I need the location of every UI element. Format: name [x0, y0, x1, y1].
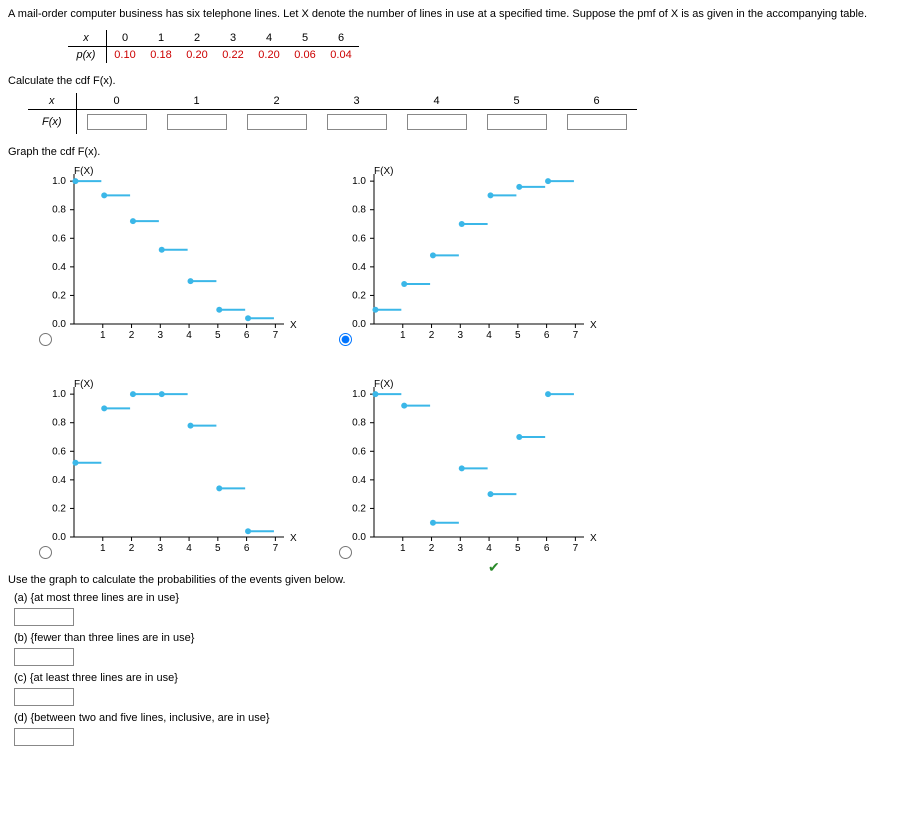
svg-text:0.0: 0.0 — [352, 532, 366, 543]
question-d: (d) {between two and five lines, inclusi… — [14, 712, 270, 724]
svg-text:1: 1 — [400, 330, 406, 341]
svg-text:3: 3 — [458, 543, 464, 554]
svg-text:1.0: 1.0 — [352, 176, 366, 187]
svg-text:0.6: 0.6 — [52, 233, 66, 244]
svg-text:1.0: 1.0 — [52, 389, 66, 400]
svg-text:5: 5 — [215, 330, 221, 341]
question-b: (b) {fewer than three lines are in use} — [14, 632, 194, 644]
svg-text:0.8: 0.8 — [52, 418, 66, 429]
svg-text:0.2: 0.2 — [52, 290, 66, 301]
select-chart-d[interactable] — [339, 546, 352, 559]
svg-text:4: 4 — [186, 330, 192, 341]
svg-text:0.4: 0.4 — [52, 262, 66, 273]
svg-text:X: X — [290, 320, 297, 331]
svg-text:5: 5 — [515, 330, 521, 341]
svg-text:3: 3 — [158, 330, 164, 341]
cdf-input-2[interactable] — [247, 114, 307, 130]
problem-intro: A mail-order computer business has six t… — [8, 8, 889, 20]
svg-text:7: 7 — [573, 543, 579, 554]
svg-text:4: 4 — [186, 543, 192, 554]
cdf-input-0[interactable] — [87, 114, 147, 130]
svg-text:X: X — [590, 320, 597, 331]
svg-text:1: 1 — [100, 330, 106, 341]
svg-text:0.2: 0.2 — [352, 290, 366, 301]
svg-text:2: 2 — [429, 543, 435, 554]
svg-text:6: 6 — [544, 543, 550, 554]
answer-b-input[interactable] — [14, 648, 74, 666]
svg-text:2: 2 — [129, 330, 135, 341]
answer-c-input[interactable] — [14, 688, 74, 706]
svg-text:5: 5 — [215, 543, 221, 554]
svg-text:0.8: 0.8 — [352, 205, 366, 216]
checkmark-icon: ✔ — [488, 559, 500, 576]
svg-text:7: 7 — [273, 543, 279, 554]
svg-text:2: 2 — [429, 330, 435, 341]
svg-text:0.2: 0.2 — [352, 503, 366, 514]
question-c: (c) {at least three lines are in use} — [14, 672, 178, 684]
select-chart-b[interactable] — [339, 333, 352, 346]
pmf-p-label: p(x) — [68, 47, 107, 64]
svg-text:0.6: 0.6 — [352, 233, 366, 244]
select-chart-c[interactable] — [39, 546, 52, 559]
svg-text:1: 1 — [100, 543, 106, 554]
cdf-input-1[interactable] — [167, 114, 227, 130]
svg-text:F(X): F(X) — [74, 166, 93, 177]
select-chart-a[interactable] — [39, 333, 52, 346]
svg-text:0.8: 0.8 — [52, 205, 66, 216]
cdf-input-3[interactable] — [327, 114, 387, 130]
svg-text:3: 3 — [458, 330, 464, 341]
svg-text:4: 4 — [486, 543, 492, 554]
cdf-input-4[interactable] — [407, 114, 467, 130]
svg-text:6: 6 — [244, 330, 250, 341]
svg-text:3: 3 — [158, 543, 164, 554]
chart-option-c: 0.0 0.2 0.4 0.6 0.8 1.0 1 2 3 4 5 6 7 F(X) X — [38, 377, 328, 560]
svg-text:7: 7 — [573, 330, 579, 341]
answer-a-input[interactable] — [14, 608, 74, 626]
svg-text:0.0: 0.0 — [52, 532, 66, 543]
svg-text:0.6: 0.6 — [352, 446, 366, 457]
question-a: (a) {at most three lines are in use} — [14, 592, 179, 604]
cdf-section-label: Calculate the cdf F(x). — [8, 75, 889, 87]
cdf-chart-b: 0.0 0.2 0.4 0.6 0.8 1.0 1 2 3 4 5 6 7 F(X) X — [338, 164, 598, 344]
svg-text:1.0: 1.0 — [352, 389, 366, 400]
svg-text:0.8: 0.8 — [352, 418, 366, 429]
svg-text:6: 6 — [244, 543, 250, 554]
pmf-table: x 0 1 2 3 4 5 6 p(x) 0.10 0.18 0.20 0.22… — [68, 30, 359, 63]
svg-text:6: 6 — [544, 330, 550, 341]
answer-d-input[interactable] — [14, 728, 74, 746]
use-graph-label: Use the graph to calculate the probabili… — [8, 574, 889, 586]
chart-option-b: 0.0 0.2 0.4 0.6 0.8 1.0 1 2 3 4 5 6 7 F(X) X — [338, 164, 628, 347]
svg-text:X: X — [290, 533, 297, 544]
svg-text:0.2: 0.2 — [52, 503, 66, 514]
svg-text:4: 4 — [486, 330, 492, 341]
pmf-x-label: x — [68, 30, 107, 47]
svg-text:1.0: 1.0 — [52, 176, 66, 187]
svg-text:5: 5 — [515, 543, 521, 554]
chart-option-d: 0.00.20.40.60.81.01234567F(X)X✔ — [338, 377, 628, 560]
cdf-input-5[interactable] — [487, 114, 547, 130]
cdf-input-table: x 0 1 2 3 4 5 6 F(x) — [28, 93, 637, 134]
cdf-chart-c: 0.0 0.2 0.4 0.6 0.8 1.0 1 2 3 4 5 6 7 F(X) X — [38, 377, 298, 557]
svg-text:1: 1 — [400, 543, 406, 554]
cdf-chart-a: 0.0 0.2 0.4 0.6 0.8 1.0 1 2 3 4 5 6 7 F(X) X — [38, 164, 298, 344]
svg-text:0.0: 0.0 — [52, 319, 66, 330]
svg-text:0.6: 0.6 — [52, 446, 66, 457]
graph-choices-grid: 0.00.20.40.60.81.01234567F(X)X0.00.20.40… — [38, 164, 889, 560]
svg-text:X: X — [590, 533, 597, 544]
svg-text:F(X): F(X) — [374, 379, 393, 390]
svg-text:F(X): F(X) — [74, 379, 93, 390]
svg-text:0.4: 0.4 — [352, 475, 366, 486]
svg-text:2: 2 — [129, 543, 135, 554]
svg-text:0.4: 0.4 — [52, 475, 66, 486]
cdf-chart-d: 0.0 0.2 0.4 0.6 0.8 1.0 1 2 3 4 5 6 7 F(X) X — [338, 377, 598, 557]
graph-section-label: Graph the cdf F(x). — [8, 146, 889, 158]
svg-text:F(X): F(X) — [374, 166, 393, 177]
chart-option-a: 0.0 0.2 0.4 0.6 0.8 1.0 1 2 3 4 5 6 7 F(X) X — [38, 164, 328, 347]
svg-text:0.4: 0.4 — [352, 262, 366, 273]
svg-text:7: 7 — [273, 330, 279, 341]
svg-text:0.0: 0.0 — [352, 319, 366, 330]
cdf-input-6[interactable] — [567, 114, 627, 130]
